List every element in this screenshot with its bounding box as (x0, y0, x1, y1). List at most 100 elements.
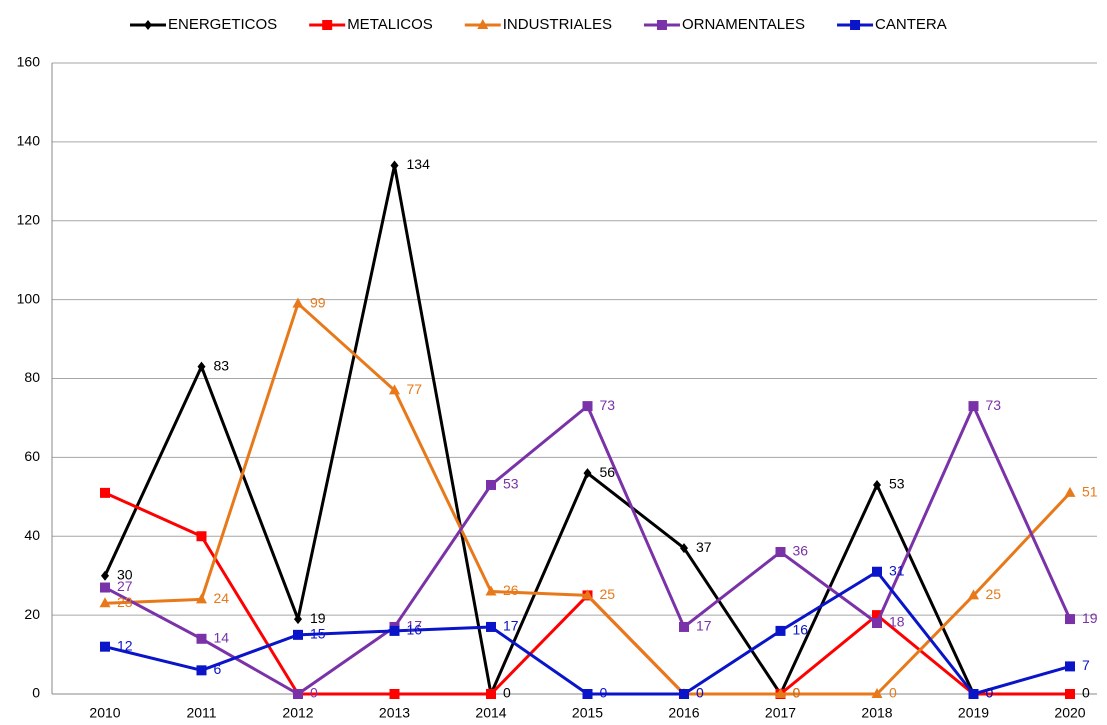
marker (144, 20, 152, 30)
marker (775, 625, 786, 636)
marker (294, 614, 302, 625)
x-tick-label: 2014 (475, 705, 506, 721)
marker (1065, 614, 1075, 625)
marker (871, 688, 883, 698)
marker (486, 689, 496, 699)
marker (1064, 486, 1076, 497)
data-label: 12 (117, 637, 133, 653)
data-label: 99 (310, 294, 326, 310)
marker (775, 688, 786, 698)
data-label: 0 (1082, 685, 1090, 701)
marker (679, 689, 689, 699)
data-label: 6 (214, 661, 222, 677)
marker (292, 297, 304, 308)
marker (322, 20, 333, 30)
data-label: 17 (696, 618, 712, 634)
marker (486, 479, 496, 490)
legend-label: METALICOS (347, 16, 433, 33)
legend-label: CANTERA (875, 16, 947, 33)
marker (582, 401, 593, 412)
data-label: 19 (310, 610, 326, 626)
x-tick-label: 2020 (1054, 705, 1085, 721)
data-label: 18 (889, 614, 905, 630)
data-label: 83 (214, 357, 230, 373)
marker (196, 531, 207, 542)
legend: ENERGETICOS METALICOS INDUSTRIALES ORNAMENT… (130, 16, 947, 33)
data-label: 17 (407, 618, 423, 634)
legend-label: ENERGETICOS (168, 16, 277, 33)
y-tick-label: 20 (24, 606, 40, 622)
data-label: 0 (696, 685, 704, 701)
data-label: 24 (214, 590, 230, 606)
data-label: 14 (214, 629, 230, 645)
data-label: 53 (889, 476, 905, 492)
marker (968, 689, 979, 699)
data-label: 23 (117, 594, 133, 610)
y-tick-label: 80 (24, 369, 40, 385)
marker (1065, 689, 1075, 699)
data-label: 25 (600, 586, 616, 602)
data-label: 77 (407, 381, 423, 397)
data-label: 19 (1082, 610, 1098, 626)
data-label: 73 (600, 397, 616, 413)
data-label: 53 (503, 476, 519, 492)
marker (679, 621, 689, 632)
data-label: 0 (793, 685, 801, 701)
y-tick-label: 60 (24, 448, 40, 464)
marker (196, 665, 207, 676)
marker (873, 479, 881, 490)
data-label: 30 (117, 566, 133, 582)
data-label: 0 (793, 685, 801, 701)
data-label: 56 (600, 464, 616, 480)
marker (196, 633, 207, 644)
marker (680, 543, 688, 554)
marker (197, 361, 206, 372)
x-tick-label: 2010 (89, 705, 120, 721)
data-label: 134 (407, 156, 431, 172)
marker (872, 566, 882, 577)
y-tick-label: 100 (17, 290, 41, 306)
marker (101, 570, 109, 581)
x-tick-label: 2018 (861, 705, 892, 721)
x-tick-label: 2016 (668, 705, 699, 721)
data-label: 0 (310, 685, 318, 701)
series-line (104, 302, 1072, 696)
data-label: 16 (793, 622, 809, 638)
y-tick-label: 40 (24, 527, 40, 543)
y-tick-label: 140 (17, 133, 41, 149)
marker (389, 625, 400, 636)
marker (293, 689, 303, 699)
marker (477, 19, 489, 29)
data-label: 0 (889, 685, 897, 701)
x-tick-label: 2013 (379, 705, 410, 721)
data-label: 16 (407, 622, 423, 638)
marker (99, 597, 111, 608)
y-tick-label: 120 (17, 211, 41, 227)
data-label: 25 (986, 586, 1002, 602)
data-label: 0 (986, 685, 994, 701)
marker (390, 160, 399, 171)
legend-label: INDUSTRIALES (503, 16, 612, 33)
data-label: 0 (696, 685, 704, 701)
legend-label: ORNAMENTALES (682, 16, 805, 33)
marker (100, 487, 110, 498)
data-label: 37 (696, 539, 712, 555)
data-label: 36 (793, 543, 809, 559)
marker (293, 629, 303, 640)
marker (100, 641, 110, 652)
marker (775, 547, 786, 558)
x-tick-label: 2017 (765, 705, 796, 721)
data-label: 31 (889, 562, 905, 578)
marker (968, 589, 979, 600)
data-label: 0 (600, 685, 608, 701)
data-label: 27 (117, 578, 133, 594)
data-label: 0 (986, 685, 994, 701)
marker (582, 589, 593, 600)
data-label: 73 (986, 397, 1002, 413)
marker (389, 689, 400, 699)
marker (389, 384, 400, 395)
marker (1065, 661, 1075, 672)
data-label: 0 (503, 685, 511, 701)
marker (850, 20, 861, 30)
